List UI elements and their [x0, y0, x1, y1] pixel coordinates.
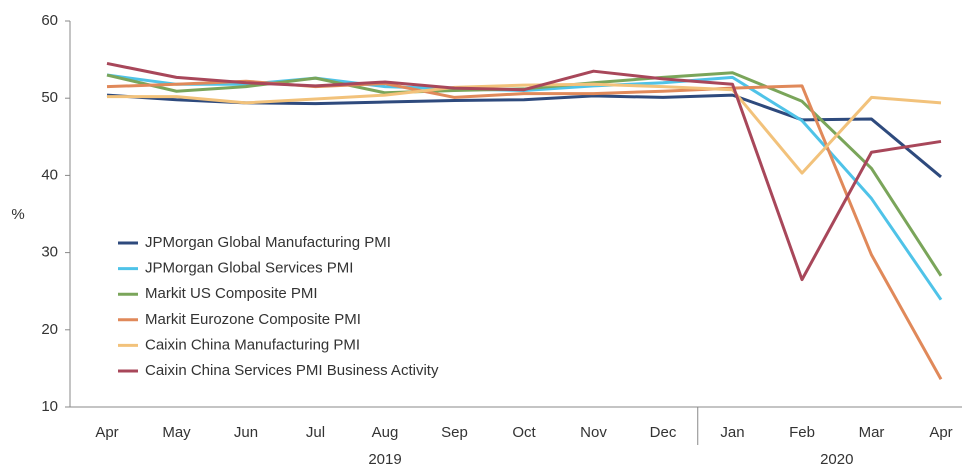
legend-label: Caixin China Services PMI Business Activ… — [145, 362, 439, 379]
x-tick-label: Nov — [580, 424, 607, 441]
x-tick-label: Feb — [789, 424, 815, 441]
legend-label: Caixin China Manufacturing PMI — [145, 336, 360, 353]
legend-label: Markit Eurozone Composite PMI — [145, 311, 361, 328]
y-tick-label: 10 — [41, 398, 58, 415]
x-tick-label: Apr — [95, 424, 118, 441]
series-line — [106, 79, 943, 380]
legend-label: JPMorgan Global Services PMI — [145, 260, 353, 277]
x-tick-label: Sep — [441, 424, 468, 441]
x-tick-label: Aug — [372, 424, 399, 441]
series-line — [106, 61, 942, 282]
y-tick-label: 40 — [41, 166, 58, 183]
x-tick-label: Dec — [650, 424, 677, 441]
y-tick-label: 30 — [41, 244, 58, 261]
x-group-label: 2020 — [820, 451, 853, 467]
series-line — [107, 82, 942, 175]
legend-label: Markit US Composite PMI — [145, 285, 318, 302]
y-tick-label: 50 — [41, 89, 58, 106]
x-tick-label: Mar — [859, 424, 885, 441]
y-tick-label: 20 — [41, 321, 58, 338]
y-axis-label: % — [11, 206, 24, 223]
x-tick-label: Jun — [234, 424, 258, 441]
x-tick-label: Jul — [306, 424, 325, 441]
x-tick-label: Jan — [720, 424, 744, 441]
y-tick-label: 60 — [41, 12, 58, 29]
x-tick-label: Apr — [929, 424, 952, 441]
x-group-label: 2019 — [368, 451, 401, 467]
x-tick-label: Oct — [512, 424, 536, 441]
legend-label: JPMorgan Global Manufacturing PMI — [145, 234, 391, 251]
x-tick-label: May — [162, 424, 191, 441]
